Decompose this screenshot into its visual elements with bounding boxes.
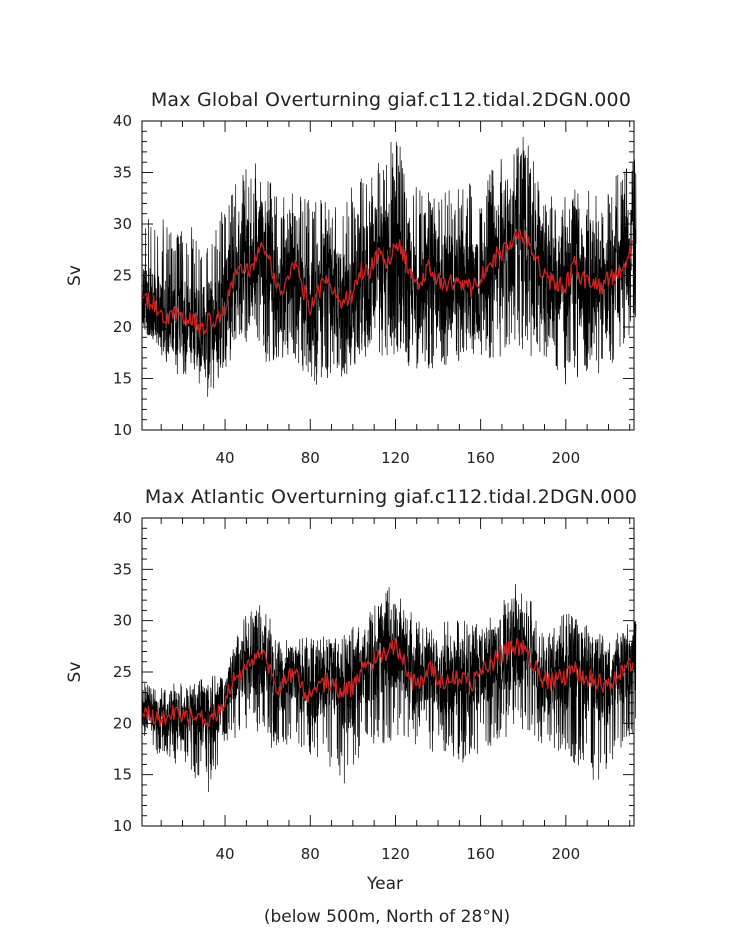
x-tick-label: 40 — [216, 845, 235, 863]
atlantic-overturning-chart: 10 15 20 25 30 35 40 40 80 120 160 200 Max Atlantic… — [65, 486, 637, 894]
y-axis-label: Sv — [65, 265, 85, 286]
y-tick-label: 35 — [113, 164, 132, 182]
chart-title: Max Global Overturning giaf.c112.tidal.2… — [151, 89, 631, 111]
y-tick-label: 20 — [113, 714, 132, 732]
y-tick-label: 15 — [113, 370, 132, 388]
monthly-series-line — [141, 583, 637, 793]
x-tick-label: 120 — [381, 845, 410, 863]
x-tick-label: 200 — [552, 845, 581, 863]
y-tick-label: 40 — [113, 509, 132, 527]
x-tick-label: 160 — [466, 845, 495, 863]
plot-area: 10 15 20 25 30 35 40 40 80 120 160 200 — [113, 112, 637, 467]
y-tick-label: 25 — [113, 267, 132, 285]
y-tick-label: 15 — [113, 766, 132, 784]
x-tick-label: 200 — [552, 449, 581, 467]
y-tick-label: 30 — [113, 215, 132, 233]
annual-mean-line — [141, 637, 635, 727]
x-axis-label: Year — [366, 874, 403, 894]
x-tick-label: 80 — [301, 845, 320, 863]
chart-title: Max Atlantic Overturning giaf.c112.tidal… — [145, 486, 637, 508]
y-tick-label: 35 — [113, 560, 132, 578]
y-tick-label: 25 — [113, 663, 132, 681]
y-tick-label: 20 — [113, 318, 132, 336]
y-axis-label: Sv — [65, 662, 85, 683]
global-overturning-chart: 10 15 20 25 30 35 40 40 80 120 160 200 Max Global O… — [65, 89, 637, 467]
x-tick-label: 40 — [216, 449, 235, 467]
plot-area: 10 15 20 25 30 35 40 40 80 120 160 200 — [113, 509, 637, 863]
x-tick-label: 80 — [301, 449, 320, 467]
annual-mean-line — [141, 229, 635, 338]
footnote: (below 500m, North of 28°N) — [264, 907, 510, 927]
x-tick-label: 120 — [381, 449, 410, 467]
y-tick-label: 10 — [113, 421, 132, 439]
y-tick-label: 10 — [113, 817, 132, 835]
x-tick-label: 160 — [466, 449, 495, 467]
y-tick-label: 30 — [113, 612, 132, 630]
y-tick-label: 40 — [113, 112, 132, 130]
monthly-series-line — [141, 136, 637, 397]
